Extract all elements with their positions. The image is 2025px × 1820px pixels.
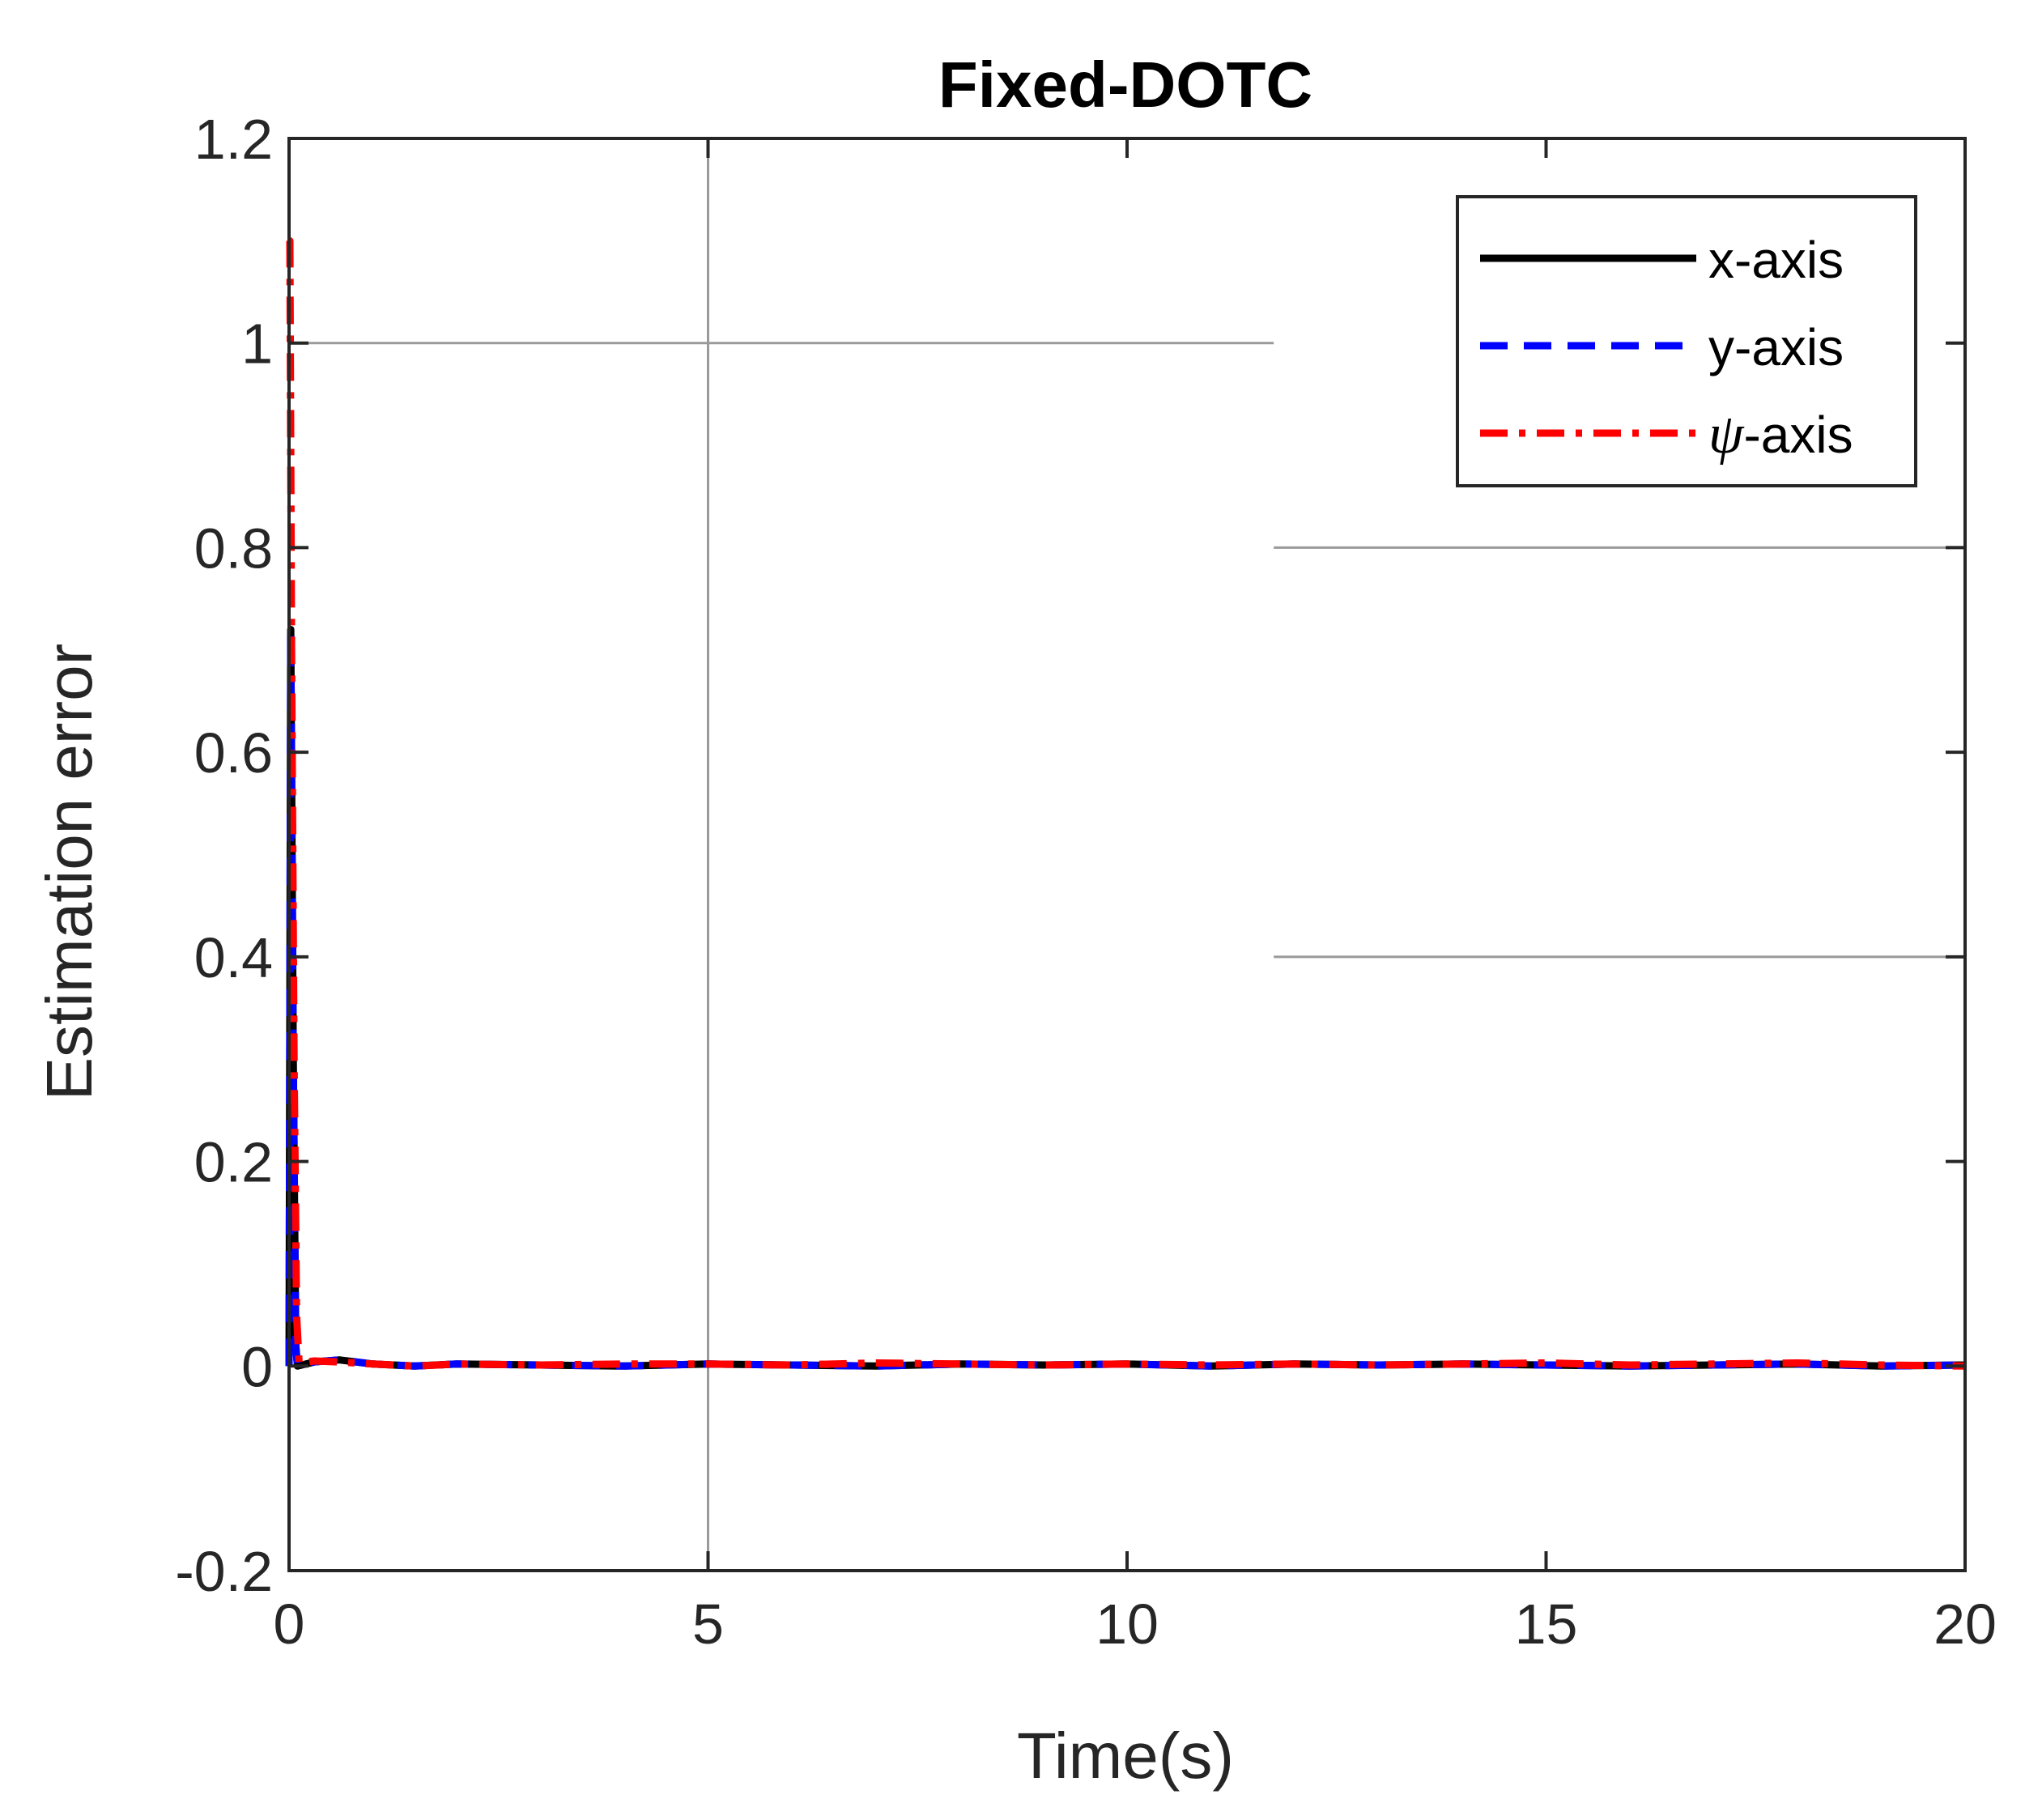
y-tick-label: 1.2: [194, 108, 273, 171]
legend-label-text: -axis: [1743, 406, 1853, 464]
series-line-2: [285, 626, 1966, 1370]
x-tick-label: 20: [1934, 1592, 1997, 1656]
grid-layer: [289, 138, 1965, 1571]
y-tick-label: 0.8: [194, 517, 273, 580]
y-tick-label: 0.2: [194, 1131, 273, 1194]
series-line-3: [286, 236, 1966, 1370]
legend-label-2: y-axis: [1708, 318, 1844, 376]
chart-title: Fixed-DOTC: [938, 49, 1312, 121]
axes-layer: 0 5 10 15 20-0.200.20.40.60.811.2: [175, 108, 1997, 1656]
y-tick-label: 1: [241, 313, 273, 376]
y-tick-label: 0: [241, 1335, 273, 1398]
legend-label-3: ψ-axis: [1708, 403, 1853, 466]
y-axis-title: Estimation error: [33, 644, 105, 1101]
legend-label-1: x-axis: [1708, 231, 1844, 289]
data-layer: [285, 236, 1966, 1370]
x-tick-label: 5: [692, 1592, 724, 1656]
x-tick-label: 15: [1515, 1592, 1578, 1656]
legend-label-symbol: ψ: [1708, 403, 1745, 466]
legend-box: [1456, 195, 1917, 487]
y-tick-label: 0.6: [194, 721, 273, 785]
y-tick-label: 0.4: [194, 926, 273, 989]
x-tick-label: 10: [1095, 1592, 1159, 1656]
y-tick-label: -0.2: [175, 1540, 273, 1603]
x-axis-title: Time(s): [1017, 1720, 1234, 1792]
x-tick-label: 0: [274, 1592, 305, 1656]
legend: x-axis y-axis ψ-axis: [1456, 195, 1917, 487]
